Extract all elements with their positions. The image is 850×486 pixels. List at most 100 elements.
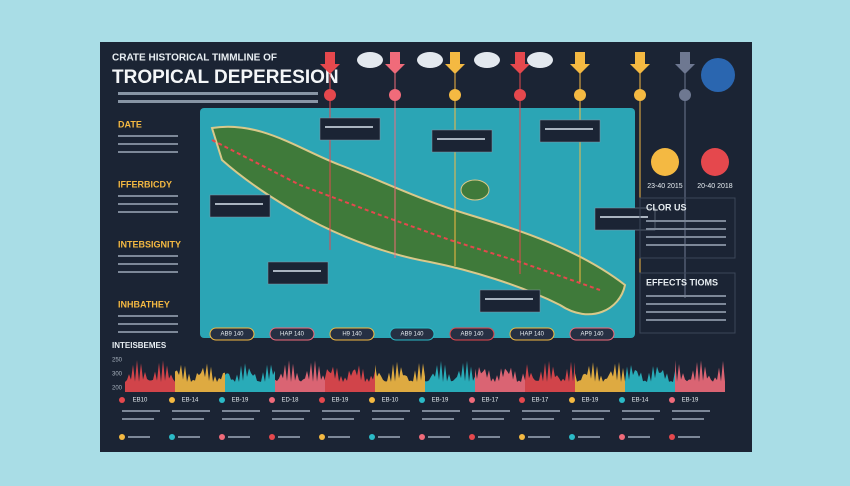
bottom-text-line: [122, 410, 160, 412]
arrow-icon: [320, 52, 340, 74]
legend-dot: [119, 434, 125, 440]
right-box: [639, 272, 736, 334]
globe-icon: [701, 58, 735, 92]
legend-dot: [669, 434, 675, 440]
right-text-line: [646, 236, 726, 238]
legend-line: [528, 436, 550, 438]
bottom-date: EB-19: [332, 398, 349, 404]
bottom-text-line: [572, 410, 610, 412]
callout-box: [319, 117, 381, 141]
legend-dot: [319, 434, 325, 440]
callout-line: [325, 126, 373, 128]
right-text-line: [646, 319, 726, 321]
timeline-label: AB9 140: [460, 332, 484, 338]
legend-line: [178, 436, 200, 438]
bottom-date: EB-17: [532, 398, 549, 404]
wave-segment: [525, 360, 575, 392]
arrow-icon: [510, 52, 530, 74]
intro-line: [118, 92, 318, 95]
callout-box: [209, 194, 271, 218]
right-text-line: [646, 295, 726, 297]
date-dot: [369, 397, 375, 403]
bottom-text-line: [522, 410, 560, 412]
timeline-pill: [449, 327, 495, 341]
wave-segment: [225, 363, 275, 392]
timeline-label: AP9 140: [580, 332, 604, 338]
callout-line: [600, 216, 648, 218]
left-text-line: [118, 323, 178, 325]
legend-dot: [469, 434, 475, 440]
node-dot: [514, 89, 526, 101]
date-dot: [419, 397, 425, 403]
date-dot: [119, 397, 125, 403]
right-text-line: [646, 311, 726, 313]
wave-segment: [175, 363, 225, 392]
right-text-line: [646, 228, 726, 230]
bottom-date: EB-10: [382, 398, 399, 404]
legend-line: [228, 436, 250, 438]
bottom-text-line: [422, 410, 460, 412]
node-dot: [634, 89, 646, 101]
date-dot: [219, 397, 225, 403]
callout-line: [437, 138, 485, 140]
track-line: [211, 139, 601, 291]
wave-label: 300: [112, 372, 123, 378]
arrow-icon: [445, 52, 465, 74]
timeline-label: HAP 140: [280, 332, 305, 338]
bottom-text-line: [372, 410, 410, 412]
left-section-title: IFFERBICDY: [118, 179, 172, 189]
cloud-icon: [474, 52, 500, 68]
arrow-icon: [675, 52, 695, 74]
callout-box: [479, 289, 541, 313]
bottom-date: EB-17: [482, 398, 499, 404]
arrow-icon: [570, 52, 590, 74]
node-dot: [324, 89, 336, 101]
left-text-line: [118, 195, 178, 197]
bottom-date: ED-18: [281, 398, 299, 404]
callout-line: [273, 270, 321, 272]
left-section-title: INTEBSIGNITY: [118, 239, 181, 249]
wave-segment: [425, 360, 475, 392]
timeline-label: AB9 140: [220, 332, 244, 338]
legend-dot: [219, 434, 225, 440]
bottom-text-line: [472, 410, 510, 412]
timeline-pill: [209, 327, 255, 341]
islet: [460, 179, 490, 201]
cloud-icon: [357, 52, 383, 68]
left-text-line: [118, 151, 178, 153]
timeline-pill: [509, 327, 555, 341]
timeline-label: H9 140: [342, 332, 362, 338]
bottom-text-line: [172, 410, 210, 412]
legend-dot: [369, 434, 375, 440]
bottom-text-line: [172, 418, 204, 420]
bottom-text-line: [472, 418, 504, 420]
right-section-title: EFFECTS TIOMS: [646, 277, 718, 287]
bottom-text-line: [322, 410, 360, 412]
timeline-label: AB9 140: [400, 332, 424, 338]
bottom-text-line: [322, 418, 354, 420]
legend-dot: [569, 434, 575, 440]
bottom-date: EB-19: [582, 398, 599, 404]
intro-line: [118, 100, 318, 103]
bottom-date: EB-14: [182, 398, 199, 404]
node-dot: [679, 89, 691, 101]
wave-segment: [125, 360, 175, 392]
bottom-text-line: [672, 418, 704, 420]
date-dot: [519, 397, 525, 403]
right-box: [639, 197, 736, 259]
left-text-line: [118, 143, 178, 145]
bottom-text-line: [272, 410, 310, 412]
cloud-icon: [417, 52, 443, 68]
left-text-line: [118, 135, 178, 137]
left-section-title: INHBATHEY: [118, 299, 170, 309]
bottom-text-line: [222, 410, 260, 412]
wave-segment: [675, 360, 725, 392]
bottom-text-line: [622, 418, 654, 420]
legend-line: [578, 436, 600, 438]
right-circle: [651, 148, 679, 176]
bottom-date: EB-19: [232, 398, 249, 404]
callout-line: [545, 128, 593, 130]
node-dot: [389, 89, 401, 101]
callout-box: [539, 119, 601, 143]
